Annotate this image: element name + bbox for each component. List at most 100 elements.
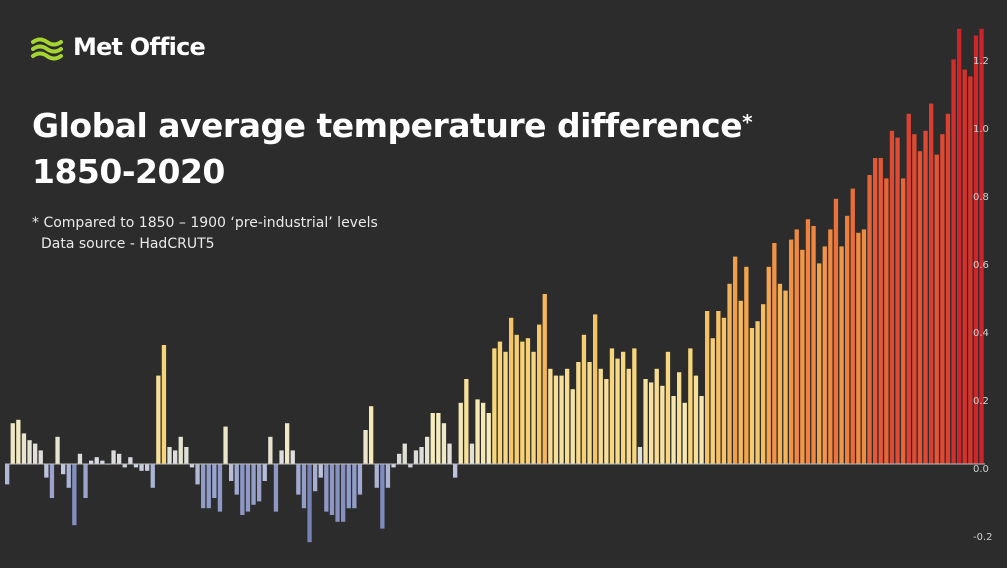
- footnote-comparison: * Compared to 1850 – 1900 ‘pre-industria…: [32, 215, 378, 231]
- bar-1989: [783, 290, 788, 464]
- bar-1879: [167, 447, 172, 464]
- bar-1851: [10, 423, 15, 464]
- bar-1878: [161, 345, 167, 464]
- bar-1884: [195, 464, 200, 485]
- bar-2002: [856, 232, 861, 464]
- bar-1904: [307, 464, 312, 543]
- bar-1985: [761, 304, 766, 464]
- title-asterisk: *: [742, 110, 753, 134]
- bar-1954: [587, 362, 592, 464]
- bar-1967: [660, 385, 665, 464]
- bar-1994: [811, 226, 816, 464]
- bar-1979: [727, 283, 732, 464]
- bar-1889: [223, 426, 228, 464]
- bar-2012: [912, 134, 917, 464]
- bar-2016: [934, 154, 939, 464]
- bar-1912: [352, 464, 357, 509]
- bar-1971: [682, 402, 687, 464]
- bar-1910: [341, 464, 346, 522]
- bar-1908: [329, 464, 335, 515]
- bar-1950: [565, 368, 570, 464]
- bar-1990: [789, 239, 794, 464]
- bar-2009: [895, 137, 900, 464]
- bar-series: [5, 28, 984, 543]
- bar-1962: [632, 348, 637, 464]
- bar-2000: [845, 215, 850, 464]
- bar-1920: [397, 453, 402, 464]
- bar-1865: [89, 460, 94, 464]
- bar-1866: [94, 457, 99, 464]
- bar-1978: [721, 317, 727, 464]
- bar-1937: [492, 348, 497, 464]
- bar-1921: [402, 443, 407, 464]
- bar-2001: [850, 188, 855, 464]
- bar-1915: [369, 406, 374, 464]
- bar-1933: [469, 443, 475, 464]
- bar-1982: [744, 266, 749, 464]
- bar-1961: [626, 368, 631, 464]
- bar-1896: [262, 464, 267, 481]
- bar-1860: [61, 464, 66, 475]
- bar-2005: [873, 158, 878, 464]
- bar-1890: [229, 464, 234, 481]
- bar-1872: [128, 457, 133, 464]
- bar-1943: [525, 338, 531, 464]
- bar-2022: [968, 76, 973, 465]
- bar-1876: [150, 464, 155, 488]
- bar-1935: [481, 402, 486, 464]
- bar-1959: [615, 358, 620, 464]
- bar-1873: [133, 464, 139, 468]
- bar-1903: [301, 464, 307, 509]
- bar-1951: [570, 389, 575, 464]
- bar-1925: [425, 436, 430, 464]
- bar-1874: [139, 464, 144, 471]
- bar-1991: [794, 229, 799, 464]
- bar-1922: [408, 464, 413, 468]
- bar-1997: [828, 229, 833, 464]
- bar-1957: [604, 379, 609, 464]
- bar-1917: [380, 464, 385, 529]
- y-tick-label: 1.2: [973, 56, 989, 67]
- bar-1968: [665, 351, 671, 464]
- bar-1960: [621, 351, 626, 464]
- bar-2006: [878, 158, 883, 464]
- bar-2017: [940, 134, 945, 464]
- bar-1926: [430, 413, 435, 464]
- bar-1894: [251, 464, 256, 505]
- bar-1852: [16, 419, 21, 464]
- y-tick-label: -0.2: [973, 532, 993, 543]
- bar-1948: [553, 375, 559, 464]
- bar-1934: [475, 399, 480, 464]
- bar-1885: [201, 464, 206, 509]
- bar-1938: [497, 341, 503, 464]
- bar-1996: [822, 246, 827, 464]
- bar-1898: [273, 464, 279, 512]
- bar-1913: [357, 464, 363, 495]
- bar-1969: [671, 396, 676, 464]
- bar-1893: [245, 464, 251, 512]
- bar-1892: [240, 464, 245, 515]
- bar-2018: [945, 113, 951, 465]
- bar-2019: [951, 59, 956, 465]
- bar-1977: [716, 311, 721, 464]
- bar-2013: [917, 151, 923, 464]
- bar-1875: [145, 464, 150, 471]
- bar-1929: [447, 443, 452, 464]
- bar-1976: [710, 338, 715, 464]
- bar-2020: [957, 28, 962, 465]
- bar-1932: [464, 379, 469, 464]
- bar-1993: [805, 219, 811, 464]
- bar-1931: [458, 402, 463, 464]
- bar-1886: [206, 464, 211, 509]
- bar-1918: [385, 464, 391, 488]
- bar-1998: [833, 198, 839, 465]
- bar-2024: [979, 28, 984, 465]
- bar-1949: [559, 375, 564, 464]
- bar-1861: [66, 464, 71, 488]
- bar-1963: [637, 447, 643, 464]
- bar-1942: [520, 341, 525, 464]
- bar-1936: [486, 413, 491, 464]
- bar-2023: [973, 35, 979, 464]
- bar-1911: [346, 464, 351, 509]
- bar-1919: [391, 464, 396, 468]
